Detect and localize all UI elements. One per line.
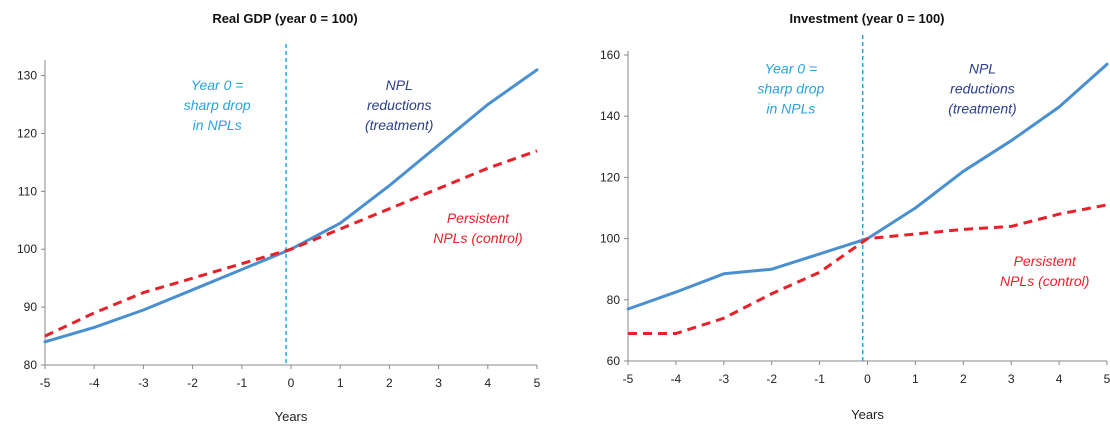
- gdp-x-tick-label: 5: [534, 376, 541, 390]
- investment-treatment-annotation-line: (treatment): [948, 100, 1016, 116]
- investment-control-annotation: Persistent NPLs (control): [1000, 253, 1089, 289]
- gdp-x-tick-label: -1: [236, 376, 247, 390]
- gdp-treatment-annotation-line: reductions: [367, 97, 432, 113]
- investment-treatment-annotation: NPL reductions (treatment): [948, 60, 1016, 116]
- gdp-control-annotation: Persistent NPLs (control): [433, 210, 522, 246]
- investment-chart-svg: Investment (year 0 = 100)608010012014016…: [600, 11, 1110, 422]
- investment-y-tick-label: 100: [600, 232, 620, 246]
- gdp-treatment-line: [43, 68, 539, 344]
- gdp-y-tick-label: 110: [18, 184, 37, 198]
- gdp-control-line: [44, 149, 538, 338]
- investment-treatment-annotation-line: NPL: [969, 60, 996, 76]
- gdp-control-annotation-line: Persistent: [447, 210, 510, 226]
- gdp-year0-annotation: Year 0 = sharp drop in NPLs: [184, 77, 251, 133]
- gdp-treatment-annotation: NPL reductions (treatment): [365, 77, 433, 133]
- investment-chart: Investment (year 0 = 100) 60 80 100 120 140 16…: [555, 0, 1110, 435]
- gdp-y-tick-label: 80: [24, 358, 38, 372]
- investment-control-line: [628, 203, 1108, 335]
- investment-y-tick-label: 160: [600, 48, 620, 62]
- gdp-treatment-annotation-line: NPL: [386, 77, 413, 93]
- gdp-year0-annotation-line: in NPLs: [193, 117, 242, 133]
- gdp-y-tick-label: 130: [17, 69, 37, 83]
- investment-chart-title: Investment (year 0 = 100): [790, 11, 945, 26]
- investment-x-tick-label: -5: [623, 372, 634, 386]
- gdp-x-tick-label: -2: [187, 376, 198, 390]
- gdp-y-tick-label: 120: [17, 126, 37, 140]
- investment-year0-annotation: Year 0 = sharp drop in NPLs: [757, 60, 824, 116]
- gdp-x-tick-label: 0: [288, 376, 295, 390]
- investment-y-tick-label: 140: [600, 109, 620, 123]
- investment-x-tick-label: 2: [960, 372, 967, 386]
- investment-x-tick-label: 4: [1056, 372, 1063, 386]
- gdp-chart-title: Real GDP (year 0 = 100): [212, 11, 357, 26]
- investment-x-tick-label: -2: [766, 372, 777, 386]
- gdp-control-annotation-line: NPLs (control): [433, 230, 522, 246]
- investment-control-annotation-line: NPLs (control): [1000, 273, 1089, 289]
- investment-x-tick-label: 0: [864, 372, 871, 386]
- gdp-x-tick-label: -4: [89, 376, 100, 390]
- gdp-x-tick-label: 2: [386, 376, 393, 390]
- gdp-y-tick-label: 100: [17, 242, 37, 256]
- gdp-year0-annotation-line: sharp drop: [184, 97, 251, 113]
- gdp-x-tick-label: -5: [40, 376, 51, 390]
- investment-x-tick-label: 3: [1008, 372, 1015, 386]
- gdp-chart: Real GDP (year 0 = 100) 80 90 100 110 120 130-…: [0, 0, 555, 435]
- gdp-treatment-annotation-line: (treatment): [365, 117, 433, 133]
- investment-y-tick-label: 120: [600, 170, 620, 184]
- gdp-x-tick-label: 3: [435, 376, 442, 390]
- investment-y-tick-label: 60: [607, 354, 621, 368]
- investment-x-tick-label: 5: [1104, 372, 1110, 386]
- investment-year0-annotation-line: in NPLs: [766, 100, 815, 116]
- investment-x-tick-label: -4: [671, 372, 682, 386]
- gdp-x-tick-label: -3: [138, 376, 149, 390]
- investment-x-tick-label: -1: [814, 372, 825, 386]
- investment-year0-annotation-line: sharp drop: [757, 80, 824, 96]
- investment-x-axis-label: Years: [851, 407, 884, 422]
- investment-x-tick-label: 1: [912, 372, 919, 386]
- gdp-chart-svg: Real GDP (year 0 = 100)8090100110120130-…: [17, 11, 541, 424]
- gdp-y-tick-label: 90: [24, 300, 38, 314]
- gdp-x-tick-label: 1: [337, 376, 344, 390]
- gdp-year0-annotation-line: Year 0 =: [191, 77, 244, 93]
- investment-treatment-annotation-line: reductions: [950, 80, 1015, 96]
- investment-year0-annotation-line: Year 0 =: [765, 60, 818, 76]
- investment-control-annotation-line: Persistent: [1014, 253, 1077, 269]
- investment-y-tick-label: 80: [607, 293, 621, 307]
- gdp-x-tick-label: 4: [484, 376, 491, 390]
- investment-x-tick-label: -3: [718, 372, 729, 386]
- gdp-x-axis-label: Years: [275, 409, 308, 424]
